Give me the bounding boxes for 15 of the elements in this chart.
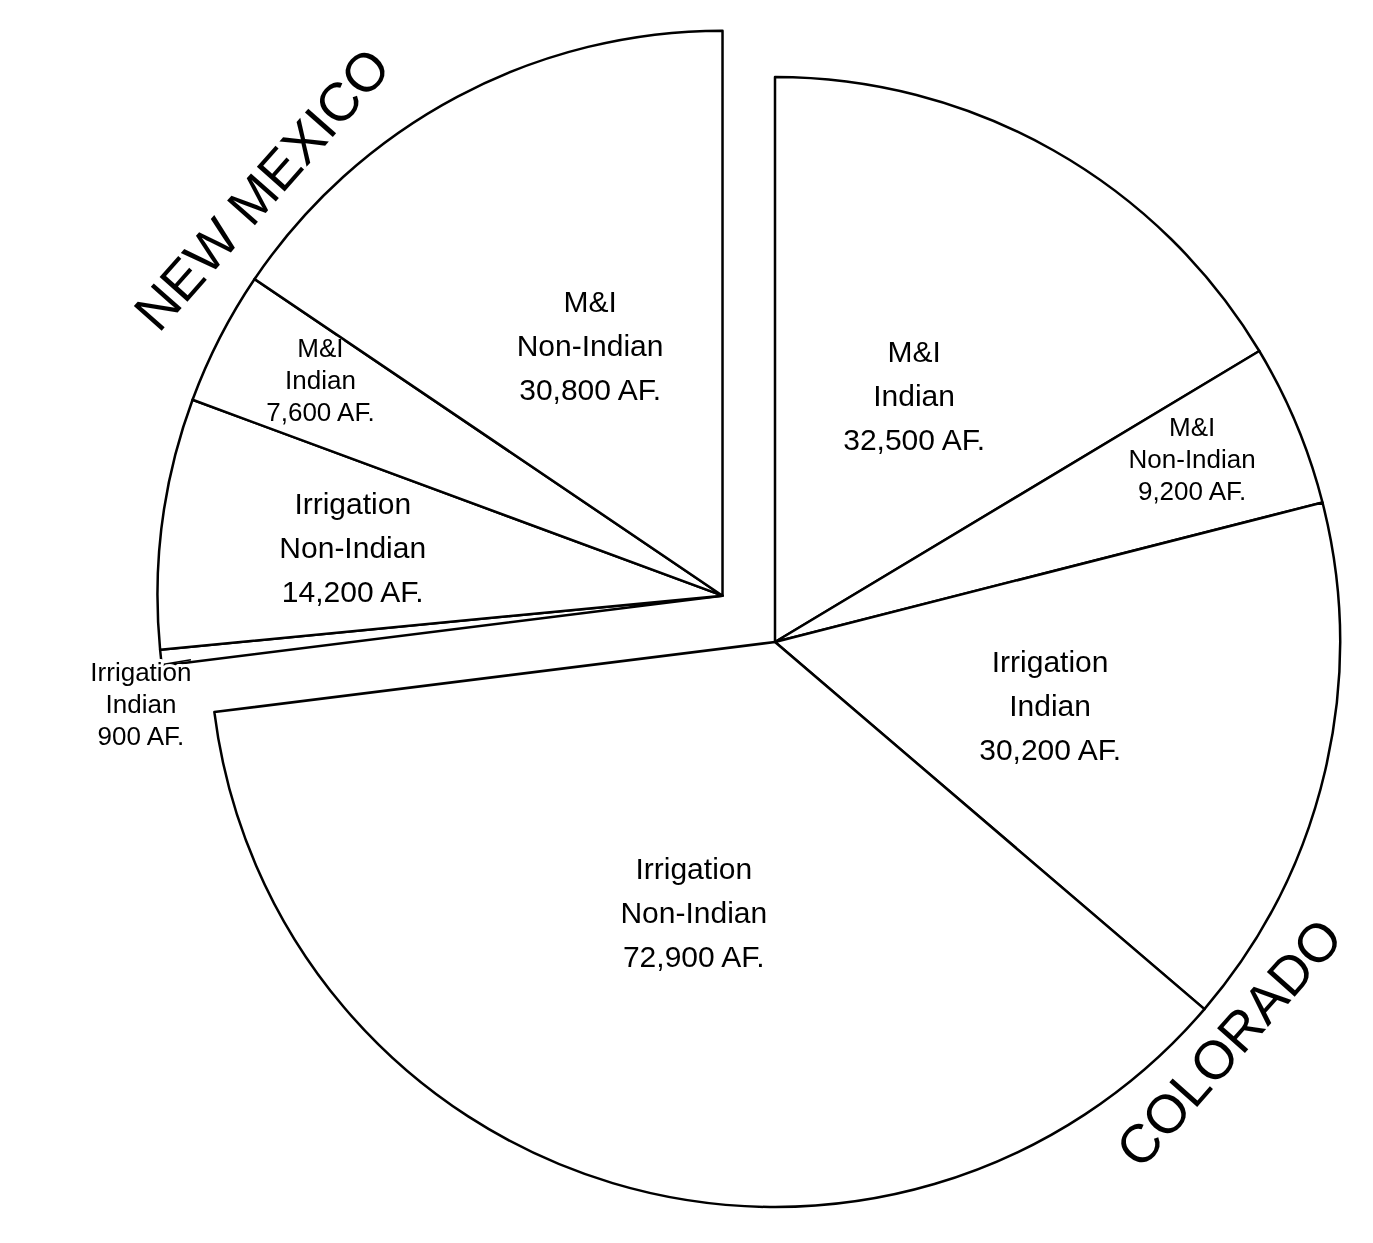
data-label: 9,200 AF. [1137,475,1247,506]
slice-label: M&I Non-Indian [1128,411,1256,474]
slice-label: Irrigation Indian [991,645,1109,723]
slice-label: M&I Non-Indian [516,285,664,363]
data-label: 14,200 AF. [281,574,424,608]
slice-label: Irrigation Non-Indian [620,851,768,929]
data-label: 7,600 AF. [266,397,375,428]
data-label: 30,800 AF. [519,373,661,407]
slice-label: M&I Indian [285,333,356,396]
slice-label: Irrigation Non-Indian [279,486,427,564]
slice-label: M&I Indian [873,335,955,413]
data-label: 900 AF. [97,720,185,751]
data-label: 30,200 AF. [979,733,1122,767]
data-label: 72,900 AF. [622,939,765,973]
data-label: 32,500 AF. [843,423,986,457]
